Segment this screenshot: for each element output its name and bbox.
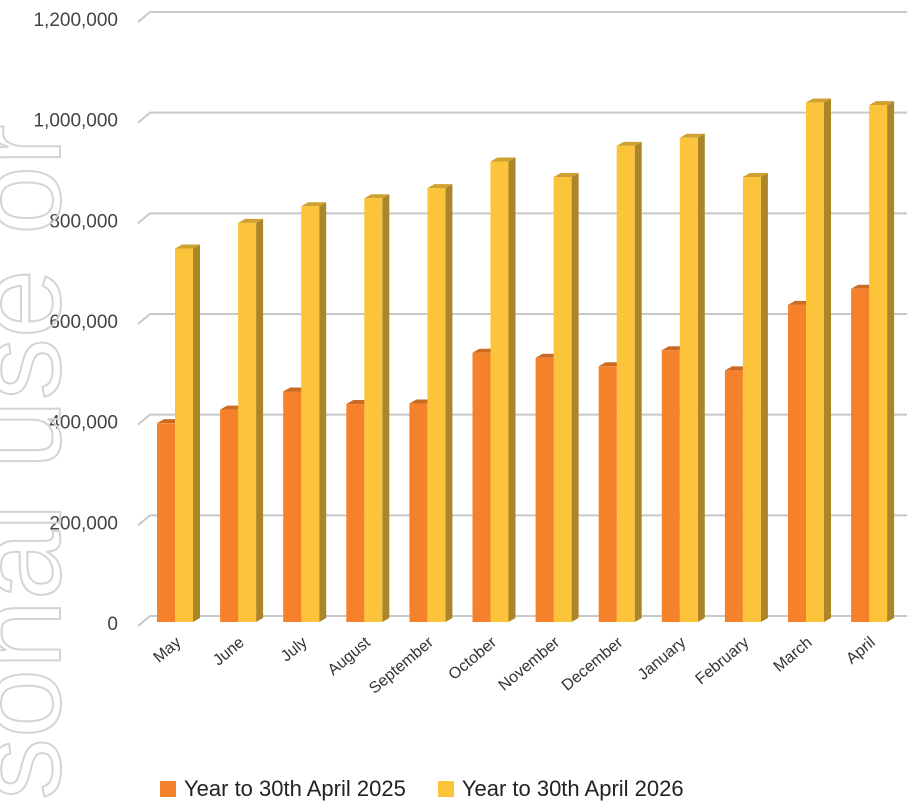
grid-lines: [137, 11, 907, 627]
y-tick-label: 0: [107, 614, 118, 635]
bar-2026: [364, 194, 390, 622]
bar-2026: [742, 173, 768, 622]
gridline: [137, 413, 907, 426]
gridline: [137, 212, 907, 225]
x-tick-label: March: [771, 634, 816, 676]
bar-2026: [806, 98, 831, 622]
bar-2026: [679, 133, 705, 622]
bar-2026: [616, 141, 642, 622]
x-tick-label: October: [446, 634, 501, 684]
gridline: [137, 111, 907, 124]
x-tick-label: July: [278, 634, 311, 665]
y-tick-label: 200,000: [49, 513, 118, 534]
x-tick-label: January: [635, 634, 690, 684]
x-tick-label: May: [150, 634, 184, 666]
legend-item-series-1: Year to 30th April 2025: [160, 776, 406, 802]
y-tick-label: 1,000,000: [33, 111, 118, 132]
x-tick-label: September: [366, 634, 437, 698]
legend-swatch-series-1: [160, 781, 176, 797]
legend-item-series-2: Year to 30th April 2026: [437, 776, 684, 802]
bar-2026: [238, 218, 264, 622]
gridline: [137, 313, 907, 325]
x-tick-label: November: [496, 634, 564, 695]
x-tick-label: February: [692, 634, 752, 688]
legend-swatch-series-2: [437, 781, 454, 797]
bar-2026: [301, 202, 327, 622]
legend: Year to 30th April 2025 Year to 30th Apr…: [160, 776, 684, 802]
x-tick-label: April: [843, 634, 878, 668]
y-tick-label: 1,200,000: [33, 10, 118, 31]
bar-2026: [175, 244, 200, 622]
gridline: [137, 11, 907, 23]
gridline: [137, 615, 907, 627]
bar-2026: [553, 173, 579, 622]
y-axis-ticks: 0 200,000 400,000 600,000 800,000 1,000,000 1,…: [33, 10, 118, 635]
legend-label-series-2: Year to 30th April 2026: [461, 776, 684, 801]
x-tick-label: August: [325, 634, 375, 679]
x-tick-label: June: [210, 634, 248, 669]
bar-2026: [869, 101, 895, 623]
x-tick-label: December: [559, 634, 627, 695]
bars: [157, 98, 895, 623]
y-tick-label: 600,000: [49, 312, 118, 333]
gridline: [137, 514, 907, 527]
legend-label-series-1: Year to 30th April 2025: [184, 776, 406, 801]
y-tick-label: 800,000: [49, 211, 118, 232]
bar-2026: [490, 157, 516, 622]
y-tick-label: 400,000: [49, 413, 118, 434]
bar-2026: [427, 184, 453, 623]
